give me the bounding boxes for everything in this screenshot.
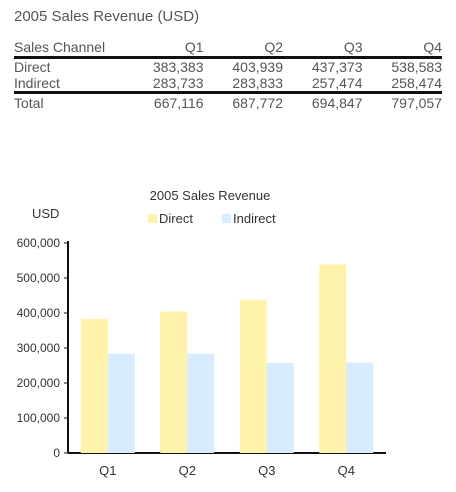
- legend-swatch: [148, 214, 157, 223]
- table-header-row: Sales Channel Q1 Q2 Q3 Q4: [14, 38, 442, 59]
- cell-value: 403,939: [232, 59, 283, 75]
- y-tick-label: 200,000: [17, 376, 61, 390]
- cell-value: 383,383: [152, 59, 204, 75]
- cell-value: 437,373: [311, 59, 363, 75]
- y-tick-label: 500,000: [17, 271, 61, 285]
- y-tick-label: 600,000: [17, 236, 61, 250]
- total-value: 687,772: [232, 95, 283, 111]
- row-label: Indirect: [14, 75, 124, 94]
- cell-value: 283,733: [124, 75, 204, 94]
- cell-value: 538,583: [391, 59, 442, 75]
- column-header-q3: Q3: [283, 38, 363, 59]
- x-tick-label: Q4: [338, 463, 355, 478]
- cell-value: 257,474: [283, 75, 363, 94]
- legend-label: Direct: [159, 211, 193, 226]
- x-tick-label: Q1: [99, 463, 116, 478]
- bar-chart: 2005 Sales Revenue USD Direct Indirect 0 100,…: [17, 188, 386, 478]
- y-tick-label: 100,000: [17, 411, 61, 425]
- bar-indirect-q4: [346, 362, 374, 453]
- total-label: Total: [14, 95, 44, 111]
- y-axis-label: USD: [32, 206, 59, 221]
- bar-direct-q1: [80, 318, 108, 453]
- legend-label: Indirect: [233, 211, 276, 226]
- sales-table: Sales Channel Q1 Q2 Q3 Q4 Direct 383,383…: [14, 38, 442, 112]
- bar-direct-q2: [160, 311, 188, 453]
- x-tick-label: Q3: [258, 463, 275, 478]
- bar-indirect-q2: [187, 353, 215, 453]
- chart-title: 2005 Sales Revenue: [150, 188, 271, 203]
- total-value: 694,847: [311, 95, 363, 111]
- bar-direct-q3: [239, 299, 267, 453]
- table-row-direct: Direct 383,383 403,939 437,373 538,583: [14, 58, 442, 76]
- y-tick-label: 0: [53, 446, 60, 460]
- column-header-q2: Q2: [203, 38, 283, 59]
- bar-direct-q4: [319, 264, 347, 453]
- total-value: 667,116: [153, 95, 204, 111]
- bar-indirect-q1: [107, 353, 135, 453]
- bar-indirect-q3: [266, 362, 294, 453]
- column-header-q4: Q4: [362, 38, 442, 59]
- table-row-total: Total 667,116 687,772 694,847 797,057: [14, 93, 442, 113]
- column-header-q1: Q1: [124, 38, 204, 59]
- table-title: 2005 Sales Revenue (USD): [14, 8, 200, 25]
- row-label: Direct: [14, 59, 51, 75]
- x-tick-label: Q2: [179, 463, 196, 478]
- y-tick-label: 400,000: [17, 306, 61, 320]
- column-header-channel: Sales Channel: [14, 38, 124, 59]
- cell-value: 258,474: [362, 75, 442, 94]
- y-tick-label: 300,000: [17, 341, 61, 355]
- total-value: 797,057: [391, 95, 442, 111]
- cell-value: 283,833: [203, 75, 283, 94]
- table-row-indirect: Indirect 283,733 283,833 257,474 258,474: [14, 75, 442, 94]
- legend-swatch: [222, 214, 231, 223]
